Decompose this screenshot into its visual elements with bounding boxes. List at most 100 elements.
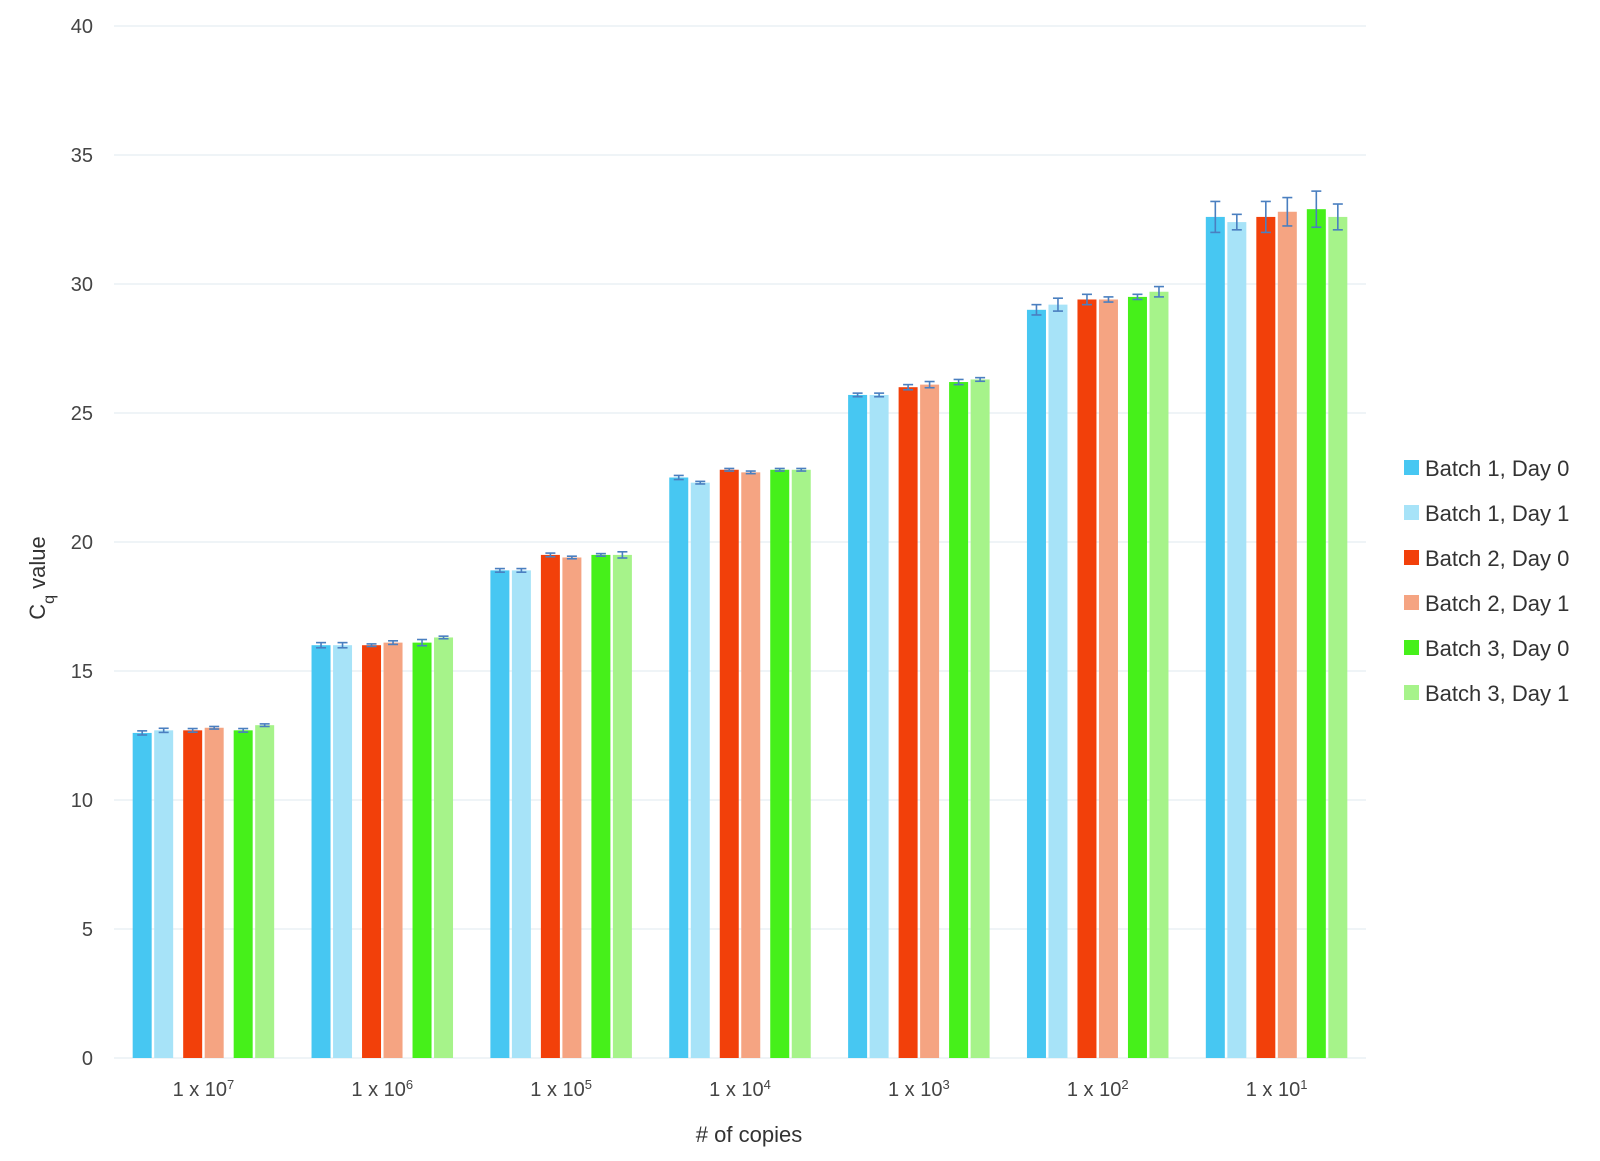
legend-swatch <box>1404 685 1419 700</box>
x-tick-label: 1 x 106 <box>351 1077 413 1102</box>
bar <box>540 554 560 1058</box>
bar <box>1098 299 1118 1059</box>
error-bar <box>238 727 249 733</box>
y-axis-title-main: C <box>25 604 50 620</box>
x-tick-label: 1 x 102 <box>1067 1077 1129 1102</box>
error-bar <box>158 727 169 734</box>
x-tick-label: 1 x 105 <box>530 1077 592 1102</box>
legend-swatch <box>1404 460 1419 475</box>
error-bar <box>924 380 935 389</box>
bar <box>869 394 889 1058</box>
bar <box>562 557 582 1058</box>
bar <box>154 730 174 1058</box>
error-bar <box>673 474 684 481</box>
legend-item: Batch 1, Day 0 <box>1404 456 1569 481</box>
bar <box>1048 304 1068 1058</box>
error-bar <box>545 552 556 558</box>
y-tick-label: 25 <box>71 403 93 425</box>
bar <box>311 645 331 1058</box>
error-bar <box>388 640 399 646</box>
x-tick-label: 1 x 103 <box>888 1077 950 1102</box>
y-axis-ticks: 0 5 10 15 20 25 30 35 40 <box>71 16 93 1070</box>
error-bar <box>903 383 914 391</box>
bar <box>1277 211 1297 1058</box>
legend-swatch <box>1404 550 1419 565</box>
y-axis-title-suffix: value <box>25 536 50 595</box>
x-axis-categories: 1 x 107 1 x 106 1 x 105 1 x 104 1 x 103 1 x 1… <box>173 1077 1308 1102</box>
bar <box>362 645 382 1058</box>
error-bar <box>874 392 885 398</box>
bar <box>490 570 510 1058</box>
error-bar <box>1103 296 1114 303</box>
bar <box>770 469 790 1058</box>
error-bar <box>1031 303 1042 316</box>
bar <box>1127 296 1147 1058</box>
bar <box>383 642 403 1058</box>
bars <box>132 209 1348 1059</box>
bar <box>132 732 152 1058</box>
bar <box>233 730 253 1058</box>
bar <box>1256 216 1276 1059</box>
bar <box>920 384 940 1058</box>
y-axis-title-subscript: q <box>41 595 58 604</box>
error-bar <box>1231 213 1242 231</box>
bar <box>1149 291 1169 1058</box>
legend-swatch <box>1404 505 1419 520</box>
error-bar <box>1210 200 1221 234</box>
y-tick-label: 20 <box>71 532 93 554</box>
error-bar <box>1332 203 1343 231</box>
legend-label: Batch 2, Day 1 <box>1425 591 1569 616</box>
error-bar <box>494 567 505 573</box>
error-bar <box>209 725 220 730</box>
error-bar <box>366 643 377 648</box>
bar <box>669 477 689 1058</box>
error-bar <box>953 378 964 386</box>
error-bar <box>259 723 270 728</box>
bar <box>1077 299 1097 1059</box>
error-bar <box>137 730 148 736</box>
x-axis-title: # of copies <box>696 1122 802 1147</box>
bar <box>1026 309 1046 1058</box>
error-bar <box>1153 285 1164 298</box>
x-tick-label: 1 x 107 <box>173 1077 235 1102</box>
error-bar <box>796 467 807 472</box>
gridlines <box>114 25 1366 1059</box>
bar <box>183 730 203 1058</box>
legend-label: Batch 2, Day 0 <box>1425 546 1569 571</box>
legend-item: Batch 2, Day 0 <box>1404 546 1569 571</box>
error-bar <box>417 638 428 647</box>
legend-label: Batch 3, Day 1 <box>1425 681 1569 706</box>
error-bar <box>438 635 449 640</box>
bar <box>741 472 761 1059</box>
error-bar <box>1260 200 1271 234</box>
bar <box>1328 216 1348 1059</box>
bar <box>204 727 224 1058</box>
bar <box>690 482 710 1058</box>
x-tick-label: 1 x 101 <box>1246 1077 1308 1102</box>
error-bar <box>975 376 986 383</box>
error-bar <box>1052 297 1063 312</box>
error-bars <box>137 190 1343 736</box>
bar <box>791 469 811 1058</box>
legend-swatch <box>1404 640 1419 655</box>
error-bar <box>595 552 606 557</box>
y-tick-label: 0 <box>82 1048 93 1070</box>
legend-label: Batch 3, Day 0 <box>1425 636 1569 661</box>
y-tick-label: 40 <box>71 16 93 38</box>
error-bar <box>774 467 785 472</box>
error-bar <box>187 727 198 733</box>
error-bar <box>566 555 577 560</box>
error-bar <box>1282 196 1293 227</box>
bar <box>1306 209 1326 1058</box>
error-bar <box>1311 190 1322 229</box>
bar <box>898 387 918 1058</box>
bar <box>434 637 454 1058</box>
error-bar <box>724 467 735 472</box>
error-bar <box>852 392 863 398</box>
legend-item: Batch 3, Day 1 <box>1404 681 1569 706</box>
x-tick-label: 1 x 104 <box>709 1077 771 1102</box>
y-tick-label: 15 <box>71 661 93 683</box>
y-tick-label: 10 <box>71 790 93 812</box>
y-tick-label: 5 <box>82 919 93 941</box>
